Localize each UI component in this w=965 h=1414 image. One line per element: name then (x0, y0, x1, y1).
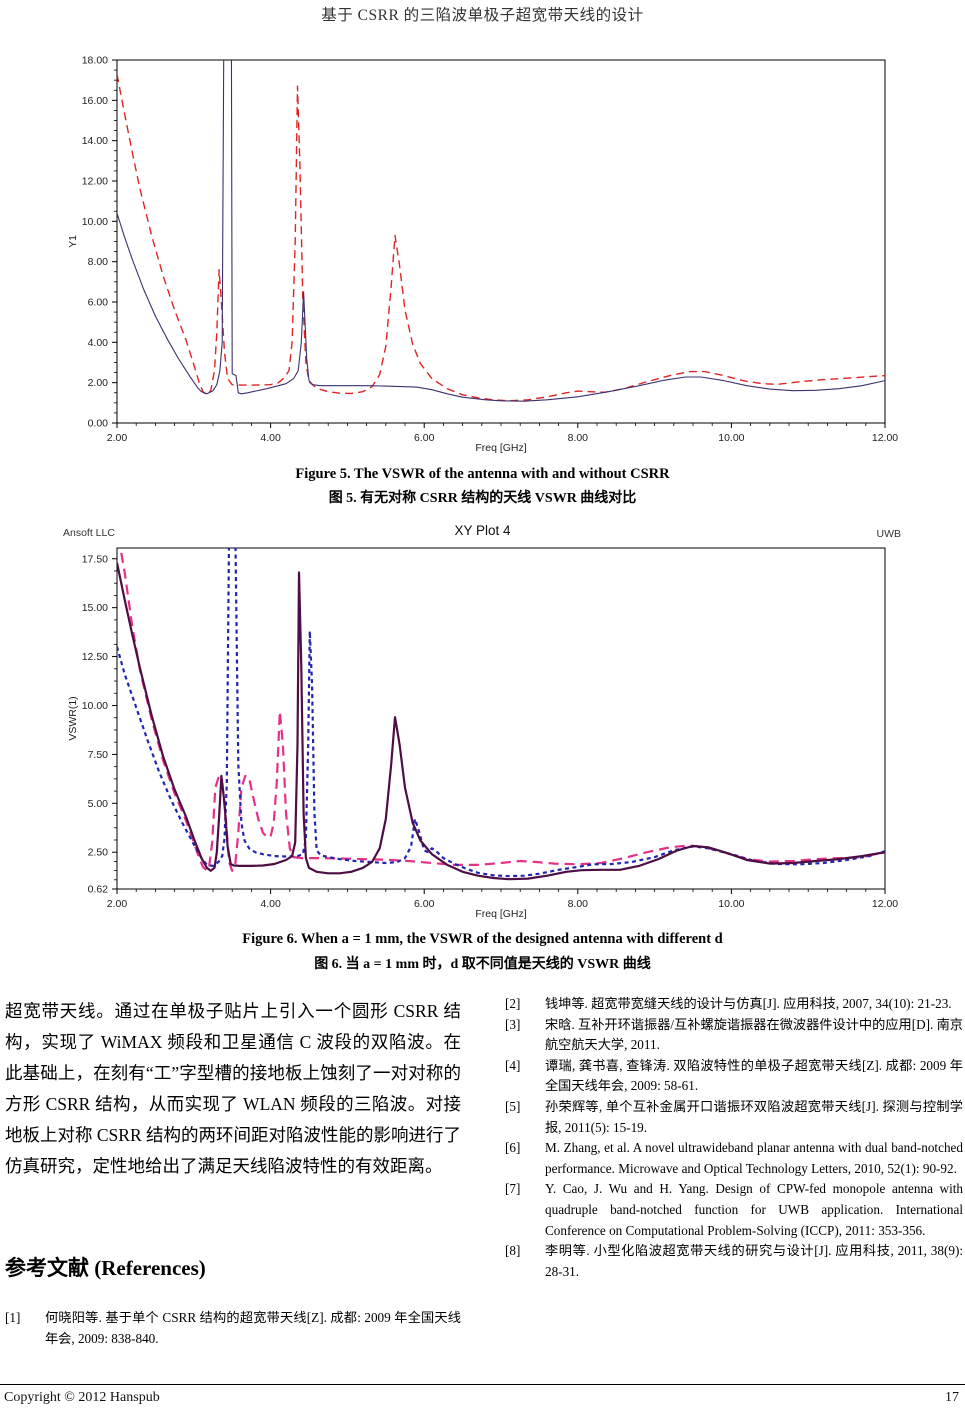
reference-text: M. Zhang, et al. A novel ultrawideband p… (545, 1140, 963, 1176)
reference-label: [4] (505, 1057, 521, 1073)
references-list-left: [1] 何晓阳等. 基于单个 CSRR 结构的超宽带天线[Z]. 成都: 200… (5, 1308, 461, 1349)
y-tick-label: 8.00 (88, 256, 109, 268)
x-tick-label: 6.00 (414, 898, 435, 910)
y-tick-label: 14.00 (82, 135, 108, 147)
y-tick-label: 12.50 (82, 651, 108, 663)
y-tick-label: 4.00 (88, 337, 109, 349)
reference-item: [7] Y. Cao, J. Wu and H. Yang. Design of… (505, 1179, 963, 1241)
references-heading: 参考文献 (References) (5, 1256, 206, 1280)
page-header-title: 基于 CSRR 的三陷波单极子超宽带天线的设计 (321, 7, 644, 24)
y-tick-label: 2.00 (88, 377, 109, 389)
y-tick-label: 12.00 (82, 176, 108, 188)
reference-item: [8] 李明等. 小型化陷波超宽带天线的研究与设计[J]. 应用科技, 2011… (505, 1241, 963, 1282)
figure6-caption-en: Figure 6. When a = 1 mm, the VSWR of the… (242, 931, 723, 947)
figure5-caption-zh: 图 5. 有无对称 CSRR 结构的天线 VSWR 曲线对比 (328, 491, 637, 506)
figure6-vendor-label: Ansoft LLC (63, 527, 115, 539)
figure5-caption-en: Figure 5. The VSWR of the antenna with a… (295, 466, 670, 482)
figure6-plot-title: XY Plot 4 (454, 523, 511, 538)
body-paragraph: 超宽带天线。通过在单极子贴片上引入一个圆形 CSRR 结构，实现了 WiMAX … (5, 1001, 461, 1176)
footer-page-number: 17 (945, 1390, 959, 1405)
reference-text: 谭瑞, 龚书喜, 查锋涛. 双陷波特性的单极子超宽带天线[Z]. 成都: 200… (545, 1057, 963, 1094)
y-tick-label: 5.00 (88, 798, 109, 810)
x-tick-label: 10.00 (718, 432, 744, 444)
y-axis-name: VSWR(1) (67, 696, 79, 740)
y-tick-label: 0.62 (88, 884, 109, 896)
references-list-right: [2] 钱坤等. 超宽带宽缝天线的设计与仿真[J]. 应用科技, 2007, 3… (505, 994, 963, 1282)
y-tick-label: 2.50 (88, 847, 109, 859)
reference-label: [7] (505, 1181, 521, 1197)
figure6-caption-zh: 图 6. 当 a = 1 mm 时，d 取不同值是天线的 VSWR 曲线 (314, 957, 651, 972)
x-axis-name: Freq [GHz] (475, 442, 526, 454)
pink-longdash-curve (119, 548, 885, 872)
darkpurple-solid-curve (117, 562, 885, 881)
y-tick-label: 0.00 (88, 418, 109, 430)
y-tick-label: 18.00 (82, 55, 108, 67)
y-tick-label: 16.00 (82, 95, 108, 107)
reference-label: [3] (505, 1016, 521, 1032)
footer-rule (0, 1384, 965, 1385)
red-dashed-curve (117, 73, 885, 402)
y-axis-name: Y1 (67, 235, 79, 248)
reference-text: 钱坤等. 超宽带宽缝天线的设计与仿真[J]. 应用科技, 2007, 34(10… (545, 996, 952, 1011)
figure6-chart: 0.62 2.50 5.00 7.50 10.00 12.50 15.00 17.50 2.00… (67, 547, 898, 920)
x-tick-label: 10.00 (718, 898, 744, 910)
reference-text: 宋晗. 互补开环谐振器/互补螺旋谐振器在微波器件设计中的应用[D]. 南京航空航… (545, 1016, 963, 1053)
dark-solid-curve (117, 60, 885, 402)
reference-item: [2] 钱坤等. 超宽带宽缝天线的设计与仿真[J]. 应用科技, 2007, 3… (505, 994, 963, 1015)
y-tick-label: 10.00 (82, 216, 108, 228)
reference-text: Y. Cao, J. Wu and H. Yang. Design of CPW… (545, 1181, 963, 1238)
x-tick-label: 2.00 (107, 432, 128, 444)
x-tick-label: 12.00 (872, 898, 898, 910)
y-tick-label: 10.00 (82, 700, 108, 712)
reference-item: [4] 谭瑞, 龚书喜, 查锋涛. 双陷波特性的单极子超宽带天线[Z]. 成都:… (505, 1056, 963, 1097)
x-tick-label: 8.00 (568, 898, 589, 910)
y-tick-label: 17.50 (82, 553, 108, 565)
reference-label: [1] (5, 1310, 21, 1325)
reference-label: [8] (505, 1243, 521, 1259)
reference-text: 李明等. 小型化陷波超宽带天线的研究与设计[J]. 应用科技, 2011, 38… (545, 1243, 963, 1279)
figure6-design-label: UWB (876, 528, 902, 540)
reference-item: [3] 宋晗. 互补开环谐振器/互补螺旋谐振器在微波器件设计中的应用[D]. 南… (505, 1015, 963, 1056)
reference-item: [1] 何晓阳等. 基于单个 CSRR 结构的超宽带天线[Z]. 成都: 200… (5, 1308, 461, 1349)
x-tick-label: 6.00 (414, 432, 435, 444)
reference-label: [2] (505, 996, 521, 1011)
x-tick-label: 8.00 (568, 432, 589, 444)
blue-shortdash-curve (117, 548, 885, 878)
reference-text: 何晓阳等. 基于单个 CSRR 结构的超宽带天线[Z]. 成都: 2009 年全… (45, 1310, 461, 1346)
plot-frame (116, 547, 886, 890)
reference-label: [6] (505, 1140, 521, 1156)
footer-copyright: Copyright © 2012 Hanspub (4, 1390, 160, 1405)
reference-text: 孙荣辉等, 单个互补金属开口谐振环双陷波超宽带天线[J]. 探测与控制学报, 2… (545, 1098, 963, 1135)
x-tick-label: 2.00 (107, 898, 128, 910)
reference-item: [5] 孙荣辉等, 单个互补金属开口谐振环双陷波超宽带天线[J]. 探测与控制学… (505, 1097, 963, 1138)
reference-label: [5] (505, 1098, 521, 1114)
y-tick-label: 6.00 (88, 297, 109, 309)
y-tick-label: 7.50 (88, 749, 109, 761)
reference-item: [6] M. Zhang, et al. A novel ultrawideba… (505, 1138, 963, 1179)
figure5-chart: 0.00 2.00 4.00 6.00 8.00 10.00 12.00 14.00 16.00… (67, 55, 898, 455)
y-tick-label: 15.00 (82, 602, 108, 614)
x-tick-label: 4.00 (260, 898, 281, 910)
x-tick-label: 4.00 (260, 432, 281, 444)
x-axis-name: Freq [GHz] (475, 908, 526, 920)
x-tick-label: 12.00 (872, 432, 898, 444)
